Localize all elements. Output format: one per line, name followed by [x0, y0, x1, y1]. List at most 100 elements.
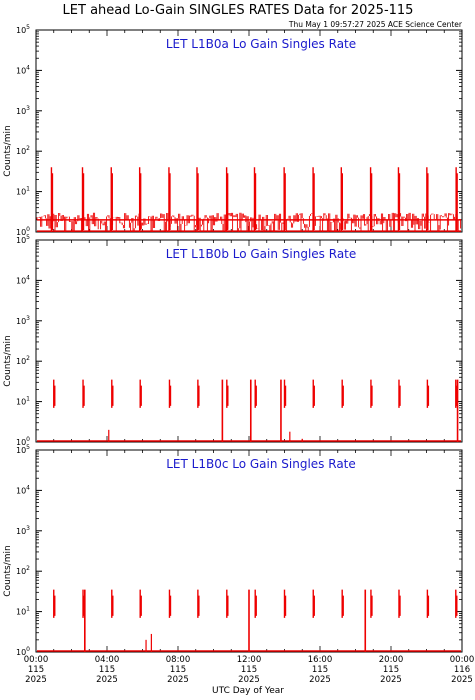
- panel-2: 100 101 102 103 104 105 LET L1B0b Lo Gain Sing…: [3, 234, 463, 447]
- chart-title: LET ahead Lo-Gain SINGLES RATES Data for…: [63, 3, 414, 18]
- data-spike: [168, 379, 172, 408]
- svg-text:00:00: 00:00: [24, 655, 49, 665]
- svg-text:2025: 2025: [451, 675, 473, 685]
- data-spike: [111, 589, 114, 618]
- svg-text:12:00: 12:00: [237, 655, 262, 665]
- svg-text:115: 115: [383, 665, 399, 675]
- panel-title: LET L1B0b Lo Gain Singles Rate: [166, 247, 357, 261]
- data-spike: [283, 379, 287, 408]
- y-tick-label: 103: [16, 105, 30, 116]
- data-spike: [225, 167, 229, 232]
- panel-3: 100 101 102 103 104 105 LET L1B0c Lo Gain Sing…: [3, 444, 463, 657]
- data-spike: [138, 167, 142, 232]
- y-tick-label: 104: [16, 64, 30, 75]
- panel-title: LET L1B0c Lo Gain Singles Rate: [166, 457, 356, 471]
- data-spike: [455, 167, 458, 232]
- y-tick-label: 100: [16, 226, 30, 237]
- svg-text:2025: 2025: [238, 675, 260, 685]
- data-spike: [370, 589, 373, 618]
- data-spike: [81, 167, 85, 232]
- data-spike: [426, 589, 430, 618]
- svg-text:08:00: 08:00: [166, 655, 191, 665]
- svg-text:20:00: 20:00: [379, 655, 404, 665]
- data-spike: [168, 589, 172, 618]
- data-spike: [398, 589, 401, 618]
- data-spike: [53, 589, 56, 618]
- data-spike: [139, 589, 142, 618]
- y-tick-label: 102: [16, 565, 30, 576]
- svg-text:2025: 2025: [380, 675, 402, 685]
- data-spike: [312, 379, 315, 408]
- data-spike: [196, 167, 199, 232]
- x-axis: 00:00115202504:00115202508:00115202512:0…: [24, 655, 475, 685]
- svg-text:2025: 2025: [167, 675, 189, 685]
- svg-text:115: 115: [28, 665, 44, 675]
- panel-1: 100 101 102 103 104 105 LET L1B0a Lo Gain Sing…: [3, 24, 463, 237]
- svg-text:2025: 2025: [309, 675, 331, 685]
- y-tick-label: 101: [16, 186, 30, 197]
- data-spike: [426, 167, 429, 232]
- timestamp: Thu May 1 09:57:27 2025 ACE Science Cent…: [288, 20, 463, 29]
- data-spike: [426, 379, 430, 408]
- data-spike: [50, 167, 54, 232]
- y-tick-label: 105: [16, 24, 30, 35]
- y-tick-label: 104: [16, 274, 30, 285]
- data-spike: [398, 379, 401, 408]
- svg-text:116: 116: [454, 665, 470, 675]
- data-spike: [226, 589, 229, 618]
- y-tick-label: 105: [16, 234, 30, 245]
- y-tick-label: 103: [16, 315, 30, 326]
- data-spike: [341, 589, 344, 618]
- y-tick-label: 102: [16, 355, 30, 366]
- y-tick-label: 105: [16, 444, 30, 455]
- data-spike: [110, 167, 113, 232]
- y-tick-label: 102: [16, 145, 30, 156]
- data-spike: [53, 379, 56, 408]
- y-tick-label: 100: [16, 646, 30, 657]
- svg-text:115: 115: [170, 665, 186, 675]
- data-spike: [341, 379, 344, 408]
- data-spike: [254, 379, 257, 408]
- svg-text:16:00: 16:00: [308, 655, 333, 665]
- data-spike: [82, 379, 85, 408]
- data-series: [37, 379, 461, 442]
- panels: 100 101 102 103 104 105 LET L1B0a Lo Gain Sing…: [3, 24, 463, 657]
- y-axis-label: Counts/min: [3, 335, 13, 386]
- svg-text:115: 115: [99, 665, 115, 675]
- data-spike: [253, 167, 257, 232]
- data-spike: [312, 589, 315, 618]
- data-spike: [397, 167, 401, 232]
- svg-text:2025: 2025: [96, 675, 118, 685]
- data-spike: [111, 379, 114, 408]
- data-spike: [455, 589, 458, 618]
- y-tick-label: 101: [16, 606, 30, 617]
- data-spike: [139, 379, 142, 408]
- y-tick-label: 101: [16, 396, 30, 407]
- y-tick-label: 103: [16, 525, 30, 536]
- data-spike: [283, 167, 286, 232]
- data-spike: [168, 167, 171, 232]
- svg-text:2025: 2025: [25, 675, 47, 685]
- data-spike: [197, 589, 200, 618]
- data-spike: [197, 379, 200, 408]
- svg-text:04:00: 04:00: [95, 655, 120, 665]
- data-series: [37, 589, 461, 652]
- data-series: [36, 167, 462, 232]
- data-spike: [254, 589, 257, 618]
- y-axis-label: Counts/min: [3, 545, 13, 596]
- svg-text:115: 115: [241, 665, 257, 675]
- y-axis-label: Counts/min: [3, 125, 13, 176]
- svg-text:115: 115: [312, 665, 328, 675]
- y-tick-label: 100: [16, 436, 30, 447]
- data-spike: [340, 167, 343, 232]
- data-spike: [283, 589, 287, 618]
- svg-text:00:00: 00:00: [450, 655, 475, 665]
